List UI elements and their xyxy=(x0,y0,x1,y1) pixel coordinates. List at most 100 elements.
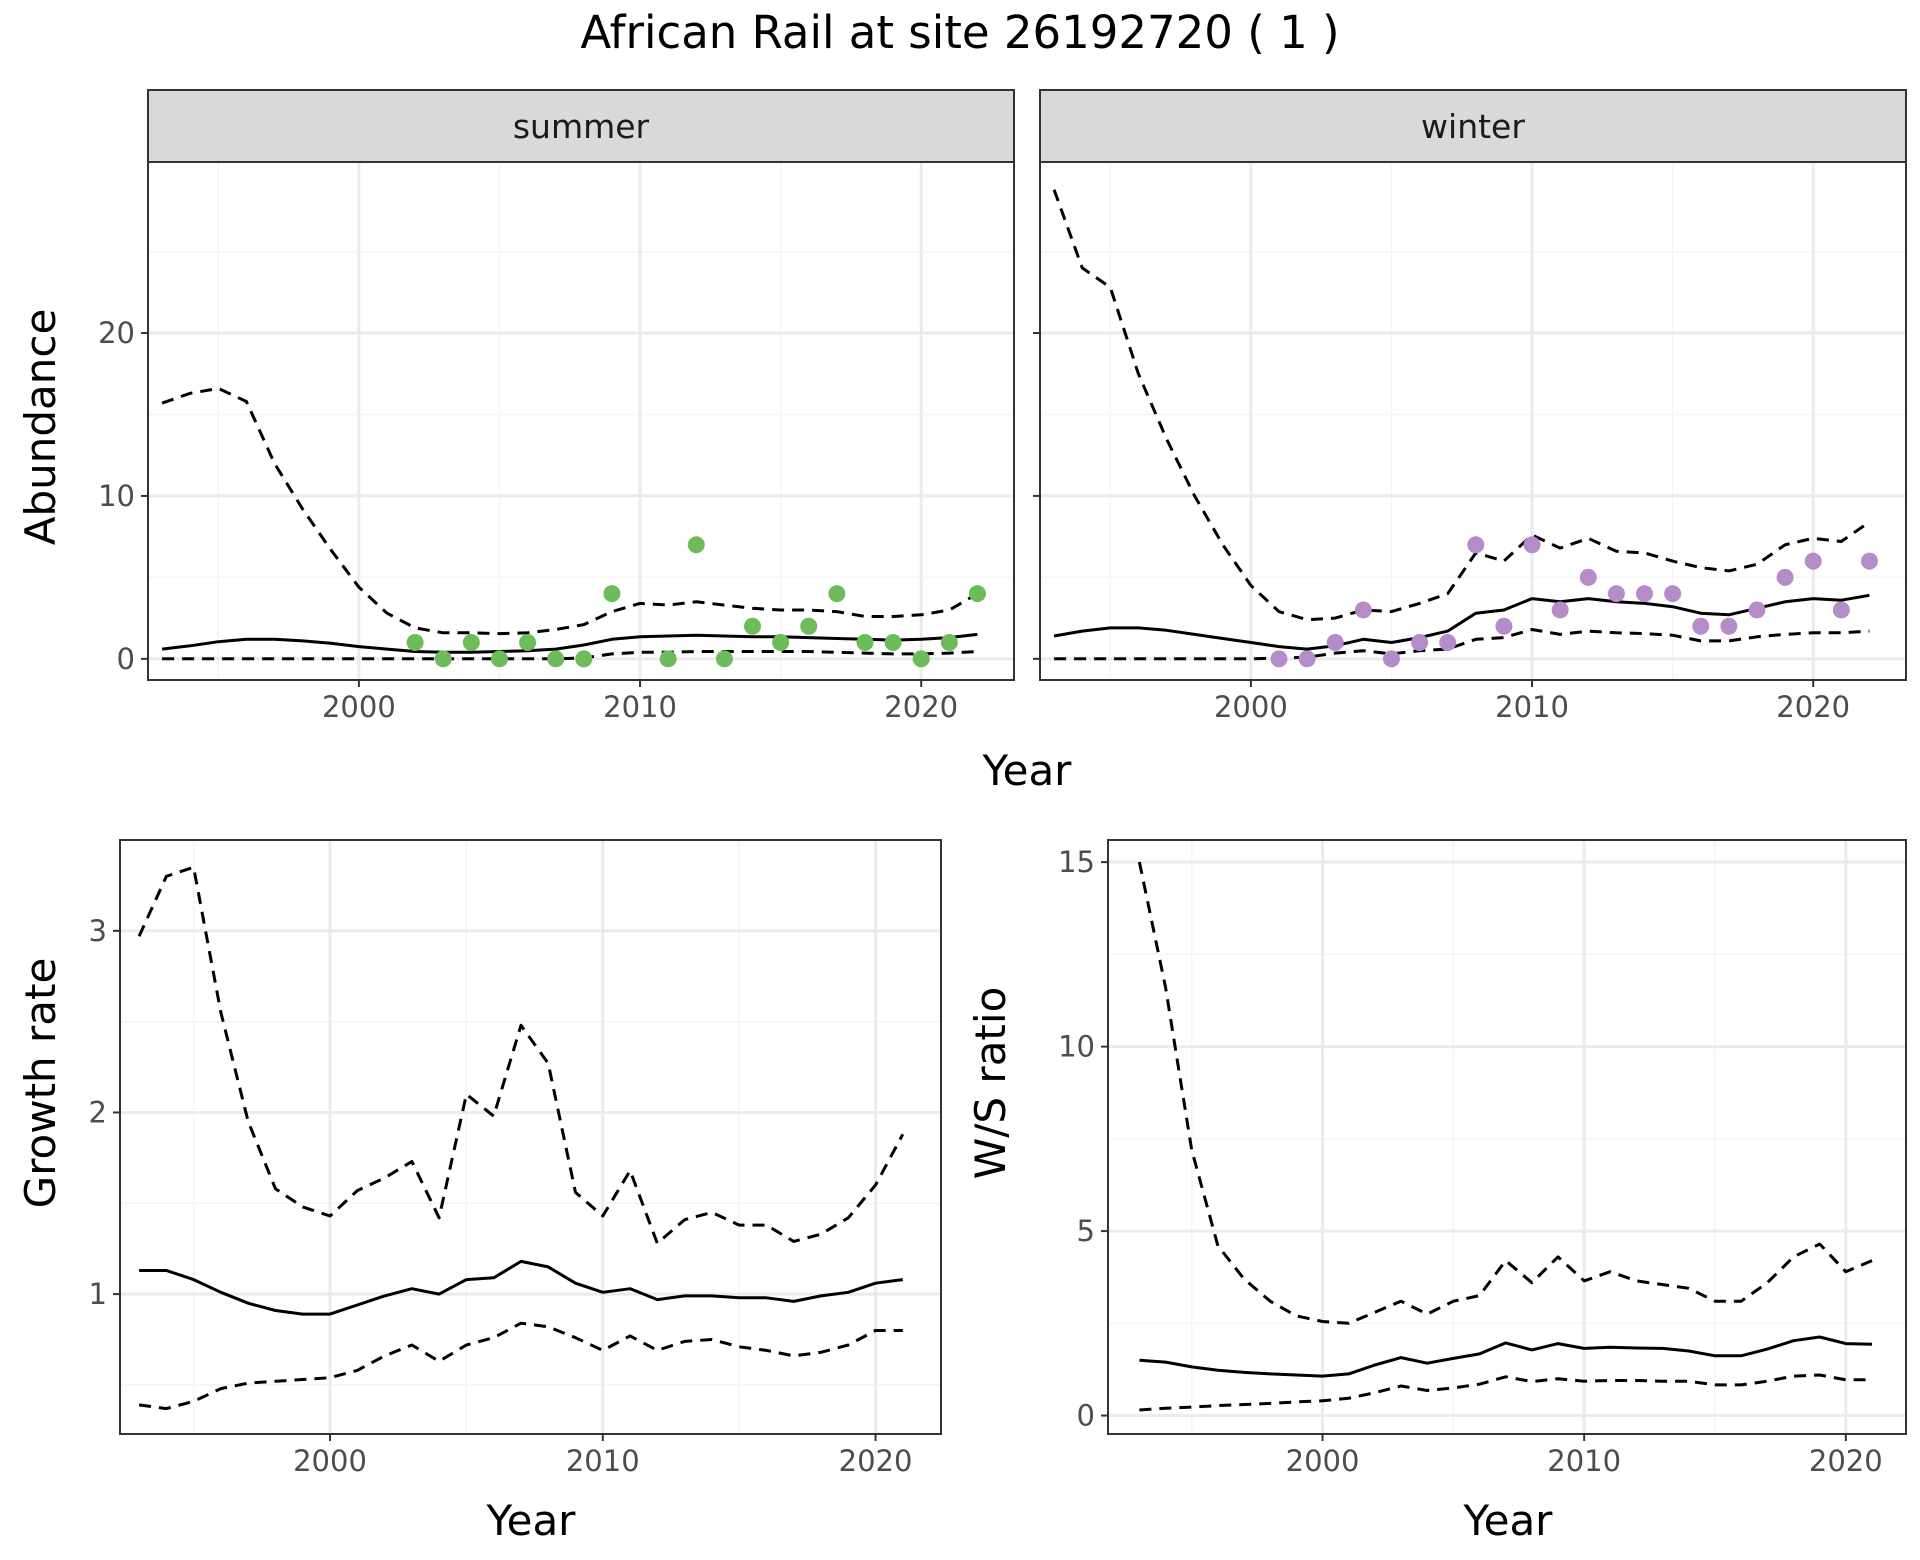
data-point xyxy=(1298,650,1316,668)
x-axis-title-ratio: Year xyxy=(1463,1496,1554,1545)
x-tick-label: 2020 xyxy=(1809,1444,1883,1478)
y-tick-label: 2 xyxy=(89,1095,107,1129)
data-point xyxy=(856,634,874,652)
series-line-upper-bound xyxy=(1052,189,1871,622)
data-point xyxy=(800,617,818,635)
data-point xyxy=(1551,601,1569,619)
data-point xyxy=(1354,601,1372,619)
data-point xyxy=(1860,552,1878,570)
x-tick-label: 2010 xyxy=(566,1444,640,1478)
data-point xyxy=(547,650,565,668)
data-point xyxy=(1832,601,1850,619)
x-tick-label: 2020 xyxy=(884,690,958,724)
data-point xyxy=(1664,585,1682,603)
series-line-median xyxy=(161,632,978,654)
series-line-lower-bound xyxy=(1139,1373,1872,1412)
strip-label-winter: winter xyxy=(1421,107,1525,146)
strip-background xyxy=(147,89,1015,163)
x-tick-label: 2000 xyxy=(293,1444,367,1478)
data-point xyxy=(1748,601,1766,619)
data-point xyxy=(1579,568,1597,586)
y-tick-label: 3 xyxy=(89,914,107,948)
data-point xyxy=(1382,650,1400,668)
data-point xyxy=(1692,617,1710,635)
y-tick-label: 5 xyxy=(1077,1214,1095,1248)
y-axis-title-ws-ratio: W/S ratio xyxy=(966,987,1015,1180)
data-point xyxy=(1804,552,1822,570)
x-tick-label: 2000 xyxy=(1214,690,1288,724)
panel-border xyxy=(119,839,942,1435)
data-point xyxy=(519,634,537,652)
y-tick-label: 15 xyxy=(1058,845,1095,879)
data-point xyxy=(603,585,621,603)
strip-label-summer: summer xyxy=(513,107,650,146)
data-point xyxy=(1411,634,1429,652)
data-point xyxy=(1439,634,1457,652)
panel-background xyxy=(120,840,941,1434)
data-point xyxy=(1636,585,1654,603)
data-point xyxy=(1270,650,1288,668)
x-tick-label: 2020 xyxy=(839,1444,913,1478)
chart-title: African Rail at site 26192720 ( 1 ) xyxy=(580,6,1339,59)
panel-border xyxy=(147,161,1015,681)
panel-growth-rate: 2000 2010 2020 1 2 3 xyxy=(89,839,942,1478)
data-point xyxy=(715,650,733,668)
data-point xyxy=(1776,568,1794,586)
data-point xyxy=(828,585,846,603)
series-line-median xyxy=(1139,1335,1873,1378)
data-point xyxy=(462,634,480,652)
facet-strip-summer: summer xyxy=(147,89,1015,163)
y-tick-label: 1 xyxy=(89,1277,107,1311)
panel-summer-abundance: 2000 2010 2020 0 10 20 xyxy=(98,161,1015,724)
data-point xyxy=(1523,536,1541,554)
facet-strip-winter: winter xyxy=(1039,89,1907,163)
y-tick-label: 0 xyxy=(1077,1399,1095,1433)
panel-border xyxy=(1039,161,1907,681)
x-tick-label: 2010 xyxy=(603,690,677,724)
x-tick-label: 2020 xyxy=(1776,690,1850,724)
data-point xyxy=(1326,634,1344,652)
series-line-upper-bound xyxy=(137,865,905,1245)
data-point xyxy=(659,650,677,668)
y-axis-title-abundance: Abundance xyxy=(16,309,65,546)
series-line-median xyxy=(139,1259,903,1316)
data-point xyxy=(1607,585,1625,603)
data-point xyxy=(940,634,958,652)
y-tick-label: 20 xyxy=(98,316,135,350)
data-point xyxy=(772,634,790,652)
series-line-lower-bound xyxy=(162,650,978,661)
y-tick-label: 0 xyxy=(117,642,135,676)
series-line-lower-bound xyxy=(138,1321,903,1411)
x-axis-title-top: Year xyxy=(982,746,1073,795)
y-tick-label: 10 xyxy=(98,479,135,513)
data-point xyxy=(1495,617,1513,635)
data-point xyxy=(687,536,705,554)
x-tick-label: 2000 xyxy=(322,690,396,724)
y-tick-label: 10 xyxy=(1058,1030,1095,1064)
panel-background xyxy=(1040,162,1906,680)
panel-winter-abundance: 2000 2010 2020 xyxy=(1033,161,1907,724)
data-point xyxy=(575,650,593,668)
data-point xyxy=(884,634,902,652)
x-tick-label: 2010 xyxy=(1547,1444,1621,1478)
data-point xyxy=(1467,536,1485,554)
x-axis-title-growth: Year xyxy=(486,1496,577,1545)
panel-background xyxy=(148,162,1014,680)
data-point xyxy=(434,650,452,668)
series-line-upper-bound xyxy=(161,386,979,636)
y-axis-title-growth-rate: Growth rate xyxy=(16,958,65,1209)
series-line-median xyxy=(1053,593,1870,651)
data-point xyxy=(744,617,762,635)
data-point xyxy=(1720,617,1738,635)
data-point xyxy=(968,585,986,603)
panel-ws-ratio: 2000 2010 2020 0 5 10 15 xyxy=(1058,839,1907,1478)
panel-background xyxy=(1108,840,1906,1434)
series-line-lower-bound xyxy=(1054,628,1870,661)
data-point xyxy=(912,650,930,668)
data-point xyxy=(406,634,424,652)
strip-background xyxy=(1039,89,1907,163)
x-tick-label: 2000 xyxy=(1286,1444,1360,1478)
panel-border xyxy=(1107,839,1907,1435)
data-point xyxy=(490,650,508,668)
